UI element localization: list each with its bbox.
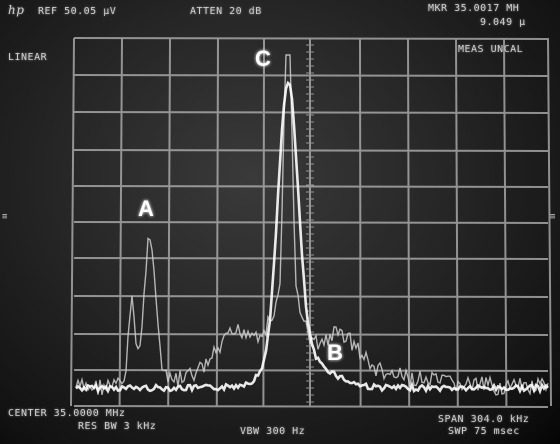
grid-hline: [73, 185, 549, 188]
grid-hline: [73, 369, 549, 372]
marker-level: 9.049 µ: [480, 17, 526, 28]
grid-hline: [73, 221, 549, 224]
grid-vline: [547, 37, 552, 407]
grid-hline: [73, 74, 549, 77]
grid-hline: [73, 405, 549, 408]
attenuation: ATTEN 20 dB: [190, 6, 262, 17]
grid-hline: [73, 257, 549, 260]
resolution-bandwidth: RES BW 3 kHz: [78, 421, 157, 432]
right-edge-marker: ≡: [550, 212, 556, 222]
peak-label-b: B: [327, 340, 343, 365]
sweep-time: SWP 75 msec: [448, 426, 520, 437]
measurement-status: MEAS UNCAL: [458, 44, 524, 55]
peak-label-a: A: [138, 196, 154, 221]
graticule-grid: [70, 37, 552, 408]
left-edge-marker: ≡: [2, 212, 8, 222]
hp-logo: hp: [8, 3, 25, 17]
scale-mode: LINEAR: [8, 52, 48, 63]
peak-label-c: C: [255, 46, 271, 71]
frequency-span: SPAN 304.0 kHz: [438, 414, 530, 425]
video-bandwidth: VBW 300 Hz: [240, 426, 306, 437]
noise-floor-trace: [75, 80, 549, 395]
marker-frequency: MKR 35.0017 MH: [428, 3, 520, 14]
reference-level: REF 50.05 µV: [38, 6, 117, 17]
center-frequency: CENTER 35.0000 MHz: [8, 408, 126, 419]
grid-hline: [73, 111, 549, 114]
grid-vline: [70, 37, 75, 407]
